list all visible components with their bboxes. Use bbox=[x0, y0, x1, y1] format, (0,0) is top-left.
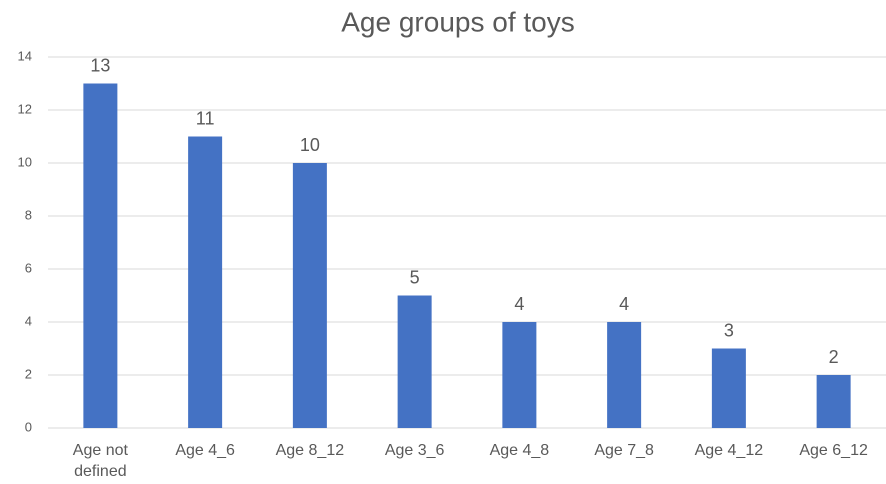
data-label: 2 bbox=[829, 347, 839, 367]
bar bbox=[188, 136, 223, 428]
x-tick-label: Age 4_6 bbox=[175, 442, 235, 459]
x-tick-label: Age 8_12 bbox=[275, 442, 345, 459]
x-tick-label: Age 7_8 bbox=[594, 442, 654, 459]
data-label: 13 bbox=[90, 55, 110, 75]
y-tick-label: 12 bbox=[18, 101, 32, 116]
data-label: 5 bbox=[410, 267, 420, 287]
bar bbox=[397, 295, 432, 428]
bar bbox=[502, 322, 537, 428]
x-tick-label: Age 3_6 bbox=[384, 442, 445, 459]
bar bbox=[711, 348, 746, 428]
y-tick-label: 2 bbox=[25, 366, 32, 381]
bar bbox=[83, 83, 118, 428]
x-tick-label: Age not defined bbox=[72, 442, 128, 480]
data-label: 3 bbox=[724, 320, 734, 340]
data-label: 4 bbox=[619, 294, 629, 314]
y-tick-label: 10 bbox=[18, 154, 32, 169]
x-tick-label: Age 6_12 bbox=[799, 442, 868, 459]
data-label: 10 bbox=[300, 135, 320, 155]
data-label: 11 bbox=[196, 108, 215, 128]
x-tick-label: Age 4_8 bbox=[489, 442, 550, 459]
bar bbox=[816, 375, 851, 428]
y-tick-label: 14 bbox=[18, 48, 32, 63]
y-tick-label: 4 bbox=[25, 313, 32, 328]
bar bbox=[292, 163, 327, 428]
x-tick-label: Age 4_12 bbox=[694, 442, 764, 459]
data-label: 4 bbox=[514, 294, 524, 314]
chart-title: Age groups of toys bbox=[341, 6, 574, 37]
bar bbox=[607, 322, 642, 428]
y-tick-label: 0 bbox=[25, 419, 32, 434]
y-tick-label: 8 bbox=[25, 207, 32, 222]
y-tick-label: 6 bbox=[25, 260, 32, 275]
